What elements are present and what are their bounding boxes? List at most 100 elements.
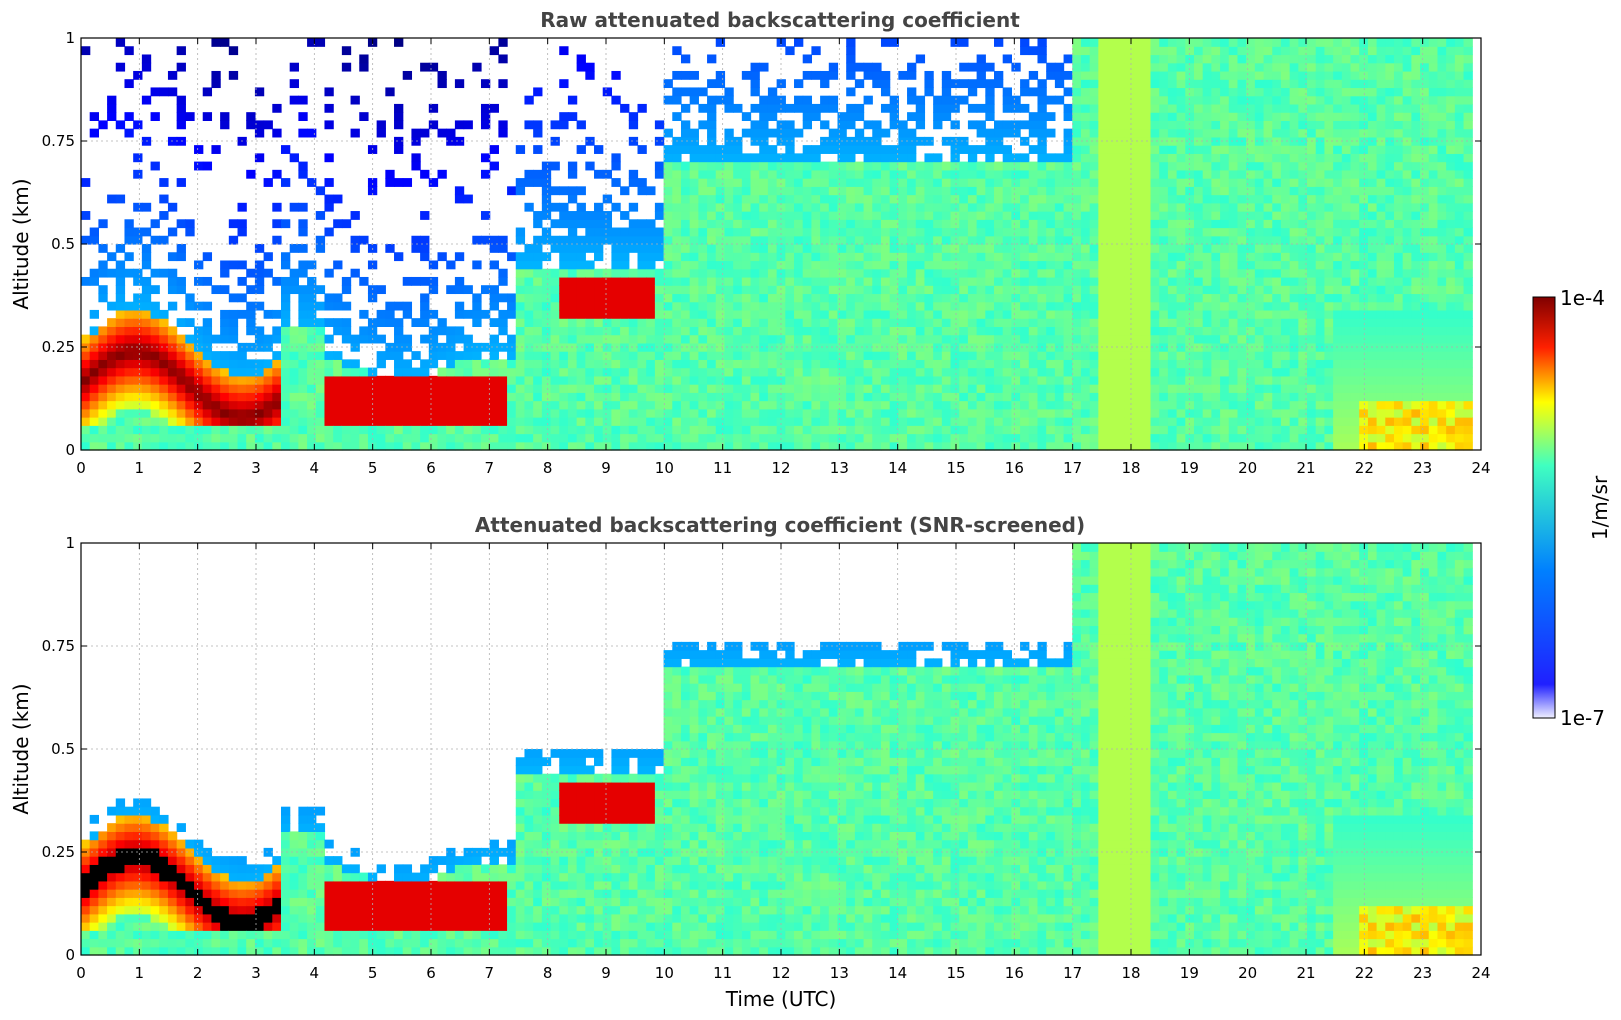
heatmap-cell: [1290, 277, 1299, 286]
heatmap-cell: [707, 368, 716, 377]
heatmap-cell: [681, 219, 690, 228]
heatmap-cell: [811, 104, 820, 113]
heatmap-cell: [1055, 96, 1064, 105]
heatmap-cell: [1107, 359, 1116, 368]
heatmap-cell: [959, 252, 968, 261]
heatmap-cell: [820, 417, 829, 426]
heatmap-cell: [646, 359, 655, 368]
heatmap-cell: [803, 425, 812, 434]
heatmap-cell: [1168, 71, 1177, 80]
heatmap-cell: [1046, 236, 1055, 245]
heatmap-cell: [1142, 129, 1151, 138]
heatmap-cell: [603, 425, 612, 434]
heatmap-cell: [490, 46, 499, 55]
heatmap-cell: [1107, 434, 1116, 443]
heatmap-cell: [507, 368, 516, 377]
heatmap-cell: [977, 252, 986, 261]
heatmap-cell: [811, 368, 820, 377]
heatmap-cell: [1090, 277, 1099, 286]
heatmap-cell: [272, 351, 281, 360]
heatmap-cell: [507, 335, 516, 344]
heatmap-cell: [1220, 79, 1229, 88]
heatmap-cell: [1090, 359, 1099, 368]
heatmap-cell: [994, 351, 1003, 360]
heatmap-cell: [481, 104, 490, 113]
heatmap-cell: [455, 368, 464, 377]
heatmap-cell: [611, 310, 620, 319]
heatmap-cell: [1116, 236, 1125, 245]
heatmap-cell: [1272, 96, 1281, 105]
heatmap-cell: [585, 269, 594, 278]
heatmap-cell: [107, 195, 116, 204]
heatmap-cell: [768, 384, 777, 393]
heatmap-cell: [716, 368, 725, 377]
heatmap-cell: [594, 211, 603, 220]
heatmap-cell: [533, 293, 542, 302]
heatmap-cell: [1229, 293, 1238, 302]
heatmap-cell: [229, 368, 238, 377]
heatmap-cell: [1151, 228, 1160, 237]
heatmap-cell: [898, 120, 907, 129]
heatmap-cell: [594, 425, 603, 434]
heatmap-cell: [1124, 211, 1133, 220]
heatmap-cell: [1072, 178, 1081, 187]
heatmap-cell: [1003, 302, 1012, 311]
heatmap-cell: [820, 104, 829, 113]
heatmap-cell: [1098, 351, 1107, 360]
heatmap-cell: [472, 310, 481, 319]
heatmap-cell: [516, 260, 525, 269]
heatmap-cell: [1264, 211, 1273, 220]
heatmap-cell: [1090, 79, 1099, 88]
heatmap-cell: [1177, 442, 1186, 451]
heatmap-cell: [151, 285, 160, 294]
heatmap-cell: [759, 195, 768, 204]
heatmap-cell: [211, 335, 220, 344]
heatmap-cell: [759, 162, 768, 171]
heatmap-cell: [516, 401, 525, 410]
heatmap-cell: [394, 145, 403, 154]
heatmap-cell: [507, 401, 516, 410]
heatmap-cell: [1211, 104, 1220, 113]
heatmap-cell: [638, 269, 647, 278]
heatmap-cell: [603, 219, 612, 228]
heatmap-cell: [872, 310, 881, 319]
heatmap-cell: [316, 392, 325, 401]
heatmap-cell: [1064, 351, 1073, 360]
heatmap-cell: [498, 359, 507, 368]
heatmap-cell: [1142, 162, 1151, 171]
heatmap-cell: [203, 87, 212, 96]
heatmap-cell: [324, 425, 333, 434]
heatmap-cell: [464, 401, 473, 410]
heatmap-cell: [1098, 211, 1107, 220]
heatmap-cell: [1116, 318, 1125, 327]
heatmap-cell: [1124, 129, 1133, 138]
heatmap-cell: [1098, 104, 1107, 113]
heatmap-cell: [855, 293, 864, 302]
heatmap-cell: [272, 376, 281, 385]
heatmap-cell: [646, 368, 655, 377]
heatmap-cell: [803, 417, 812, 426]
heatmap-cell: [733, 384, 742, 393]
heatmap-cell: [1037, 442, 1046, 451]
heatmap-cell: [464, 351, 473, 360]
heatmap-cell: [298, 228, 307, 237]
heatmap-cell: [803, 104, 812, 113]
heatmap-cell: [142, 326, 151, 335]
heatmap-cell: [551, 244, 560, 253]
heatmap-cell: [1255, 186, 1264, 195]
heatmap-cell: [1142, 368, 1151, 377]
heatmap-cell: [1281, 203, 1290, 212]
heatmap-cell: [559, 244, 568, 253]
heatmap-cell: [785, 417, 794, 426]
heatmap-cell: [1177, 195, 1186, 204]
heatmap-cell: [585, 425, 594, 434]
heatmap-cell: [1229, 145, 1238, 154]
heatmap-cell: [594, 285, 603, 294]
heatmap-cell: [1168, 335, 1177, 344]
heatmap-cell: [811, 252, 820, 261]
heatmap-cell: [98, 351, 107, 360]
heatmap-cell: [377, 129, 386, 138]
heatmap-cell: [1211, 79, 1220, 88]
heatmap-cell: [90, 442, 99, 451]
heatmap-cell: [272, 442, 281, 451]
